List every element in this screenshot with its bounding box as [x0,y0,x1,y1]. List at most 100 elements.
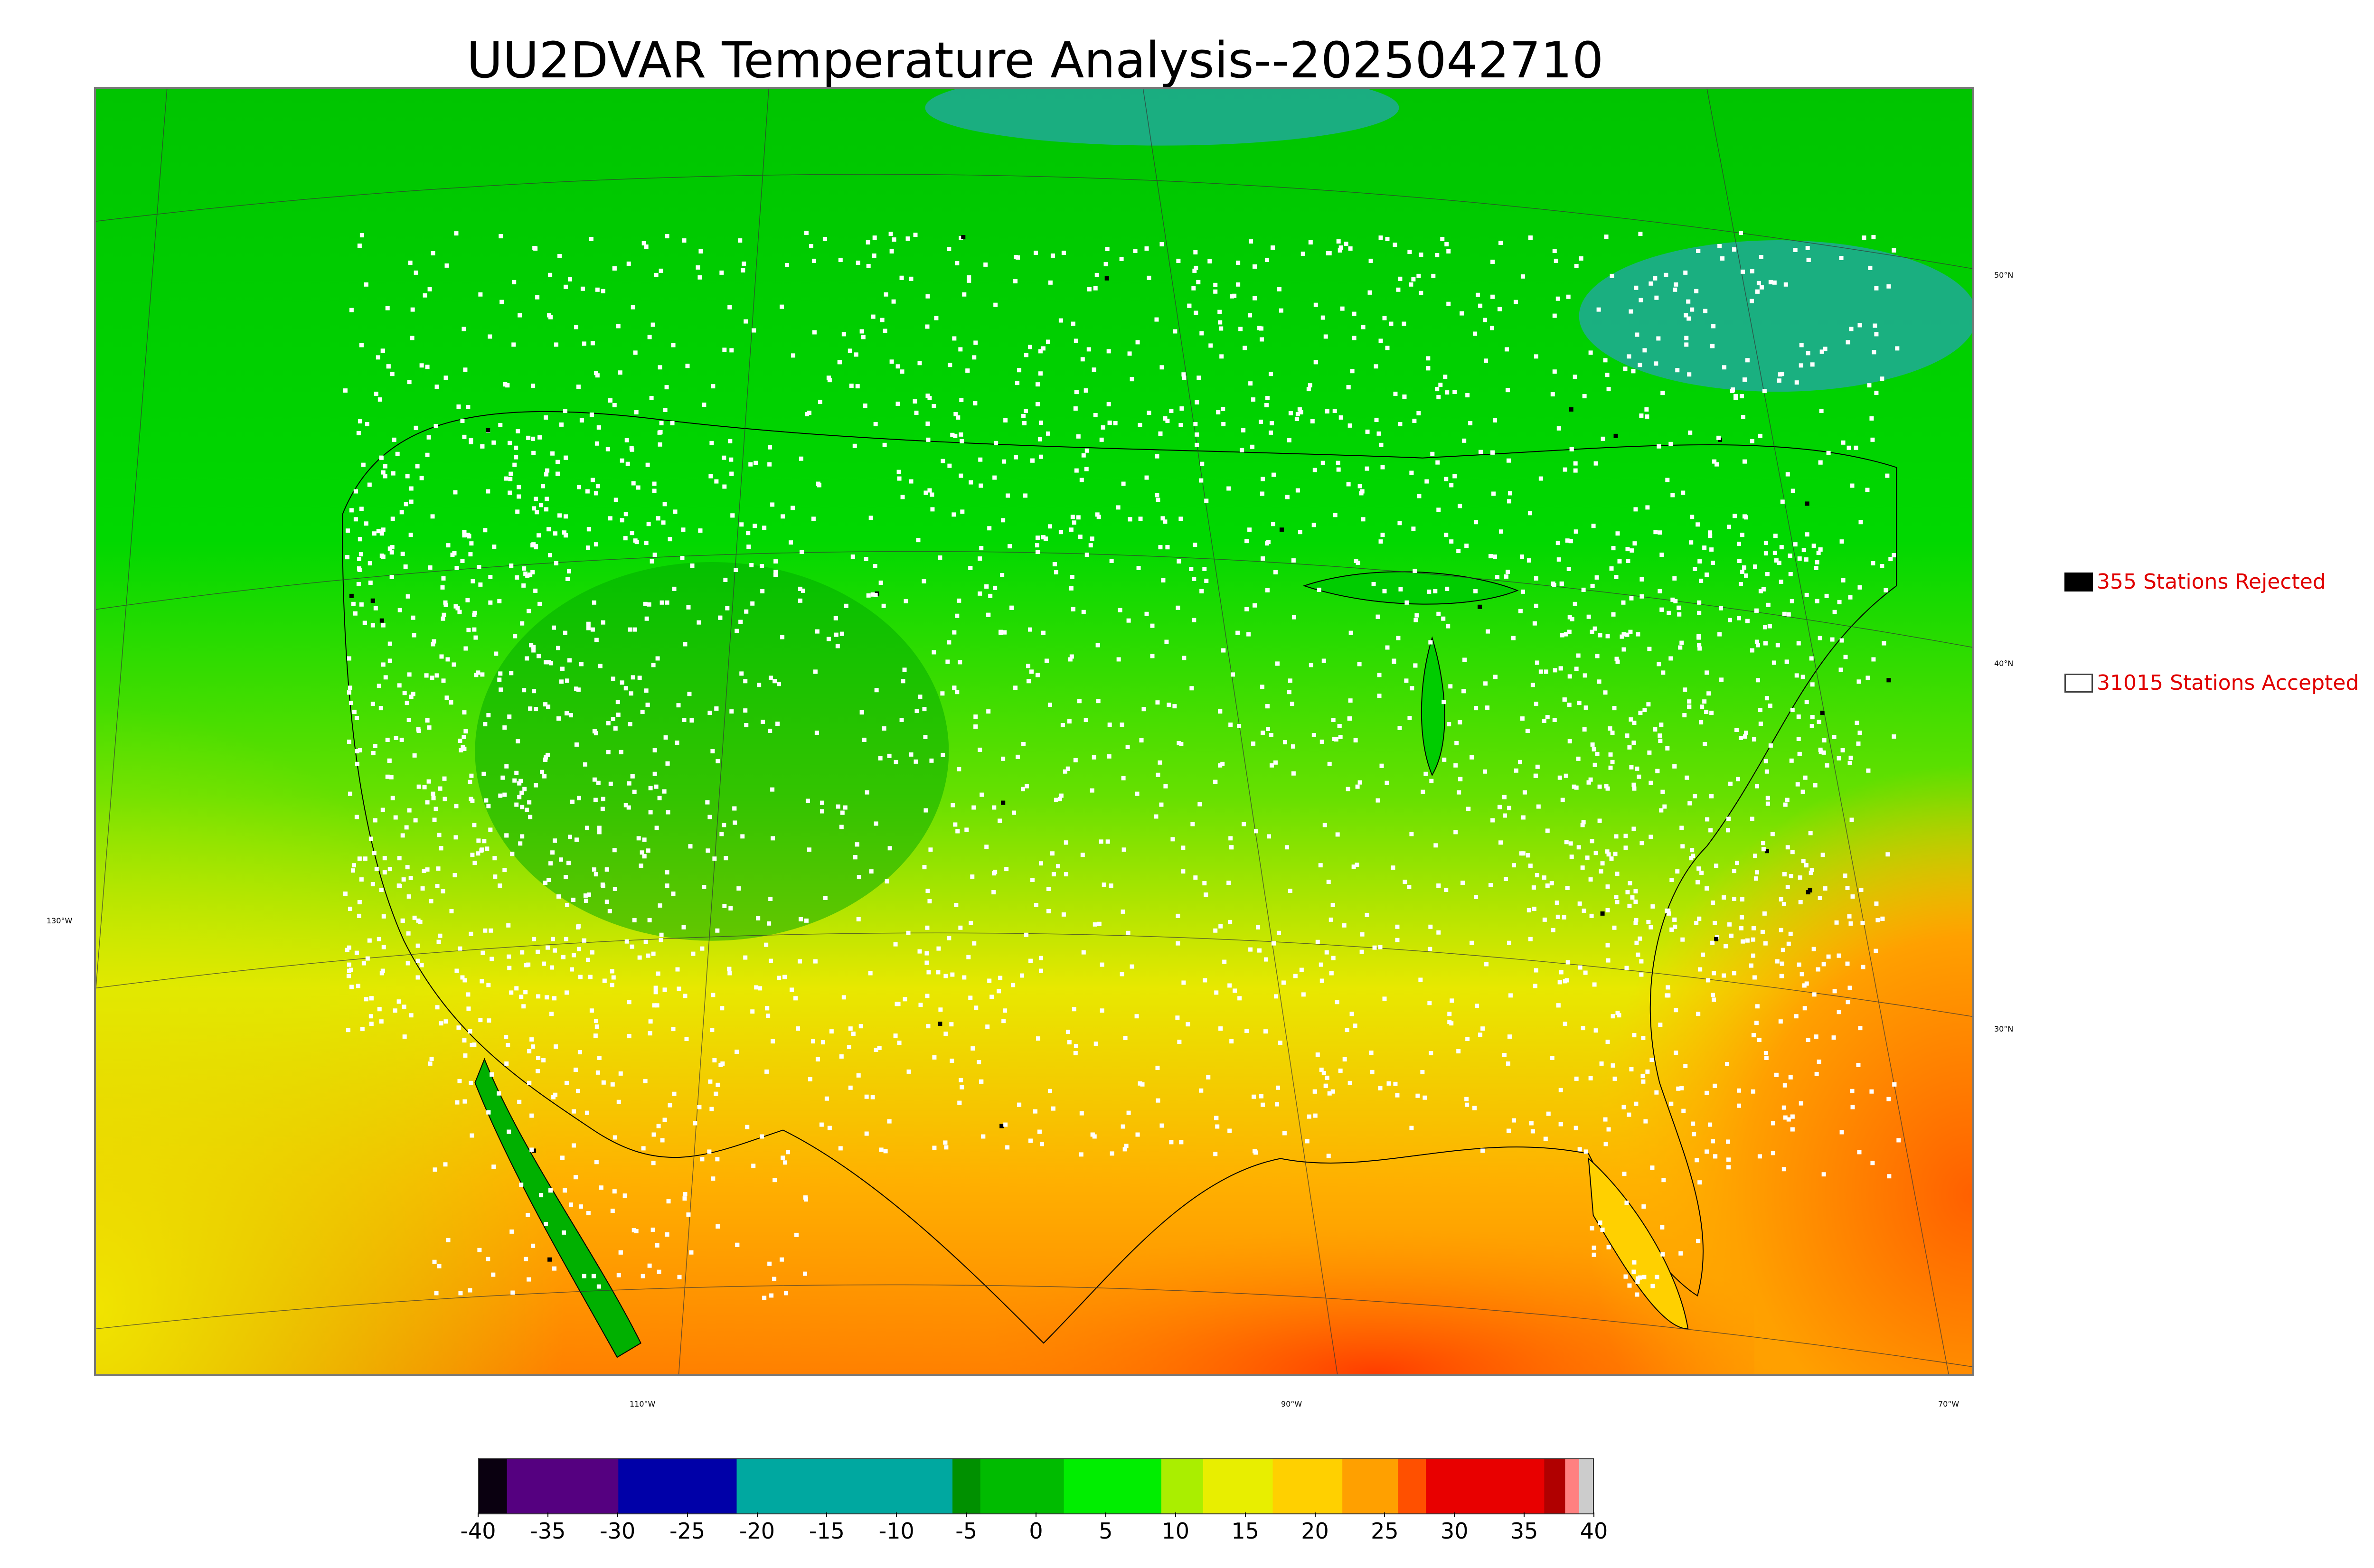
accepted-station-marker [486,489,490,494]
accepted-station-marker [1375,614,1380,619]
accepted-station-marker [858,1024,863,1029]
accepted-station-marker [1355,863,1359,867]
accepted-station-marker [1054,798,1058,802]
accepted-station-marker [650,1227,655,1232]
accepted-station-marker [1285,495,1290,499]
accepted-station-marker [1508,993,1513,998]
accepted-station-marker [848,348,852,353]
accepted-station-marker [1711,561,1715,565]
accepted-station-marker [403,564,408,569]
accepted-station-marker [358,552,363,557]
accepted-station-marker [1357,484,1362,488]
accepted-station-marker [1782,1083,1787,1088]
accepted-station-marker [1888,557,1893,562]
accepted-station-marker [1780,961,1784,966]
accepted-station-marker [652,481,657,486]
accepted-station-marker [1704,710,1709,714]
accepted-station-marker [1351,864,1356,869]
accepted-station-marker [1440,237,1445,242]
accepted-station-marker [801,588,805,593]
accepted-station-marker [348,906,352,911]
accepted-station-marker [1526,853,1530,858]
accepted-station-marker [514,802,519,807]
accepted-station-marker [389,574,394,579]
accepted-station-marker [707,1149,712,1154]
accepted-station-marker [1794,673,1799,678]
accepted-station-marker [754,985,759,990]
accepted-station-marker [722,455,726,460]
accepted-station-marker [1181,980,1186,985]
accepted-station-marker [1727,525,1732,529]
accepted-station-marker [1195,432,1199,437]
accepted-station-marker [1389,321,1394,326]
accepted-station-marker [1558,1122,1563,1127]
accepted-station-marker [643,1079,648,1083]
accepted-station-marker [1860,920,1865,925]
accepted-station-marker [476,670,480,675]
accepted-station-marker [539,503,544,507]
colorbar-tick-label: -5 [955,1518,978,1544]
accepted-station-marker [353,611,358,616]
accepted-station-marker [1691,1121,1696,1126]
accepted-station-marker [1755,1004,1760,1009]
accepted-station-marker [1028,958,1033,963]
accepted-station-marker [683,642,688,647]
accepted-station-marker [1113,421,1118,425]
accepted-station-marker [1404,678,1409,683]
accepted-station-marker [1750,269,1754,273]
accepted-station-marker [1555,541,1560,545]
accepted-station-marker [1790,1127,1795,1132]
accepted-station-marker [552,625,556,630]
accepted-station-marker [527,609,531,613]
accepted-station-marker [739,522,744,527]
rejected-station-marker [1001,800,1006,805]
accepted-station-marker [1365,466,1369,471]
accepted-station-marker [1848,755,1853,760]
accepted-station-marker [513,634,518,638]
colorbar-tick-mark [1175,1512,1176,1517]
accepted-station-marker [1644,407,1649,412]
accepted-station-marker [406,718,411,723]
accepted-station-marker [1311,732,1316,737]
accepted-station-marker [404,825,409,830]
accepted-station-marker [380,348,385,353]
accepted-station-marker [893,942,898,947]
accepted-station-marker [537,533,541,538]
accepted-station-marker [1144,611,1149,616]
accepted-station-marker [773,559,778,564]
accepted-station-marker [870,592,875,597]
temperature-map[interactable] [94,87,1974,1376]
accepted-station-marker [1326,880,1331,884]
accepted-station-marker [1840,748,1845,752]
accepted-station-marker [574,742,579,747]
accepted-station-marker [722,347,727,352]
accepted-station-marker [1001,518,1006,523]
accepted-station-marker [1349,1012,1354,1016]
accepted-station-marker [1372,945,1377,950]
accepted-station-marker [460,559,465,563]
accepted-station-marker [415,975,420,980]
accepted-station-marker [387,546,392,551]
accepted-station-marker [359,877,364,882]
accepted-station-marker [499,234,503,239]
accepted-station-marker [480,950,485,955]
accepted-station-marker [586,626,591,630]
accepted-station-marker [671,892,676,896]
colorbar-tick-label: -15 [809,1518,845,1544]
accepted-station-marker [1869,1089,1874,1094]
accepted-station-marker [487,1018,491,1023]
accepted-station-marker [531,645,536,649]
accepted-station-marker [527,1080,532,1085]
accepted-station-marker [1691,854,1696,858]
accepted-station-marker [1564,773,1568,778]
accepted-station-marker [1080,853,1085,857]
accepted-station-marker [386,364,391,369]
accepted-station-marker [1790,599,1794,603]
accepted-station-marker [349,508,354,513]
accepted-station-marker [1880,376,1884,381]
accepted-station-marker [1217,310,1222,314]
accepted-station-marker [647,602,651,607]
accepted-station-marker [1348,246,1353,251]
accepted-station-marker [1491,491,1496,496]
station-markers [343,231,1901,1300]
